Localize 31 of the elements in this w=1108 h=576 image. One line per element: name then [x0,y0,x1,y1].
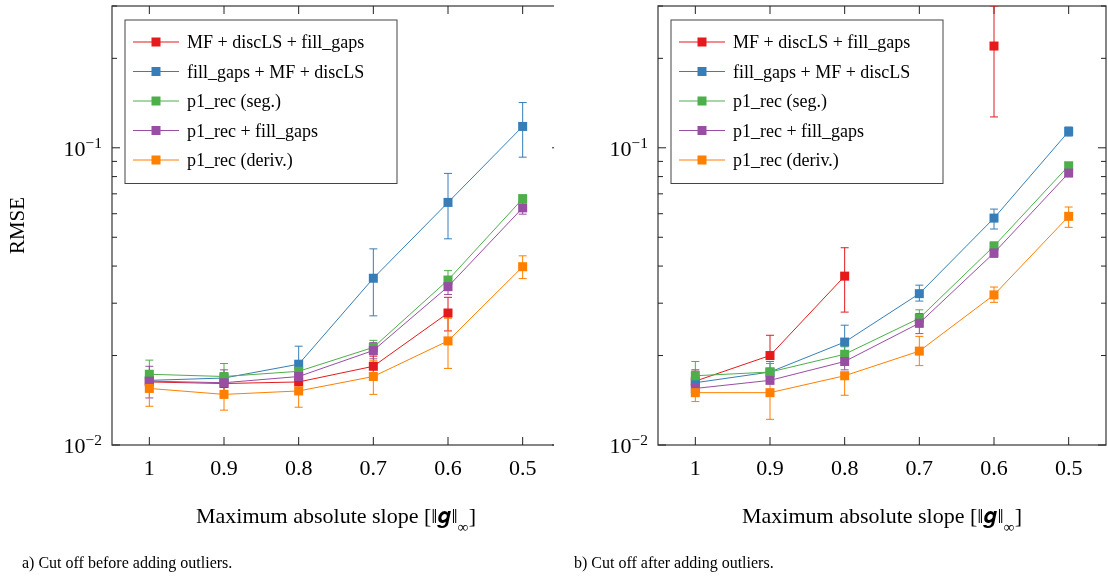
x-tick-label: 0.9 [210,455,238,480]
x-tick-label: 0.6 [980,455,1008,480]
legend-label: p1_rec + fill_gaps [187,120,319,141]
x-axis-title: Maximum absolute slope [‖𝒈‖$_{∞}$] [196,503,476,535]
x-tick-label: 0.6 [434,455,462,480]
y-tick-label: 10$^{−1}$ [63,133,102,161]
legend-label: fill_gaps + MF + discLS [733,61,911,82]
legend-label: p1_rec (seg.) [733,91,827,112]
x-axis-title: Maximum absolute slope [‖𝒈‖$_{∞}$] [742,503,1022,535]
y-tick-label: 10$^{−2}$ [63,430,102,458]
x-tick-label: 0.9 [756,455,784,480]
text: a) Cut off before adding outliers. [22,554,233,572]
x-tick-label: 0.5 [1054,455,1083,480]
legend-label: p1_rec (deriv.) [733,150,839,171]
y-tick-label: 10$^{−2}$ [609,430,648,458]
x-tick-label: 0.8 [830,455,859,480]
x-tick-label: 0.7 [359,455,388,480]
x-tick-label: 0.8 [284,455,313,480]
legend-label: MF + discLS + fill_gaps [187,32,365,52]
x-tick-label: 0.7 [905,455,934,480]
x-tick-label: 0.5 [508,455,537,480]
x-tick-label: 1 [689,455,701,480]
legend-label: MF + discLS + fill_gaps [733,32,911,52]
legend-label: p1_rec + fill_gaps [733,120,865,141]
x-tick-label: 1 [143,455,155,480]
legend-label: p1_rec (deriv.) [187,150,293,171]
y-axis-title: RMSE [5,196,29,255]
text: b) Cut off after adding outliers. [574,554,774,572]
legend-label: fill_gaps + MF + discLS [187,61,365,82]
y-tick-label: 10$^{−1}$ [609,133,648,161]
legend-label: p1_rec (seg.) [187,91,281,112]
